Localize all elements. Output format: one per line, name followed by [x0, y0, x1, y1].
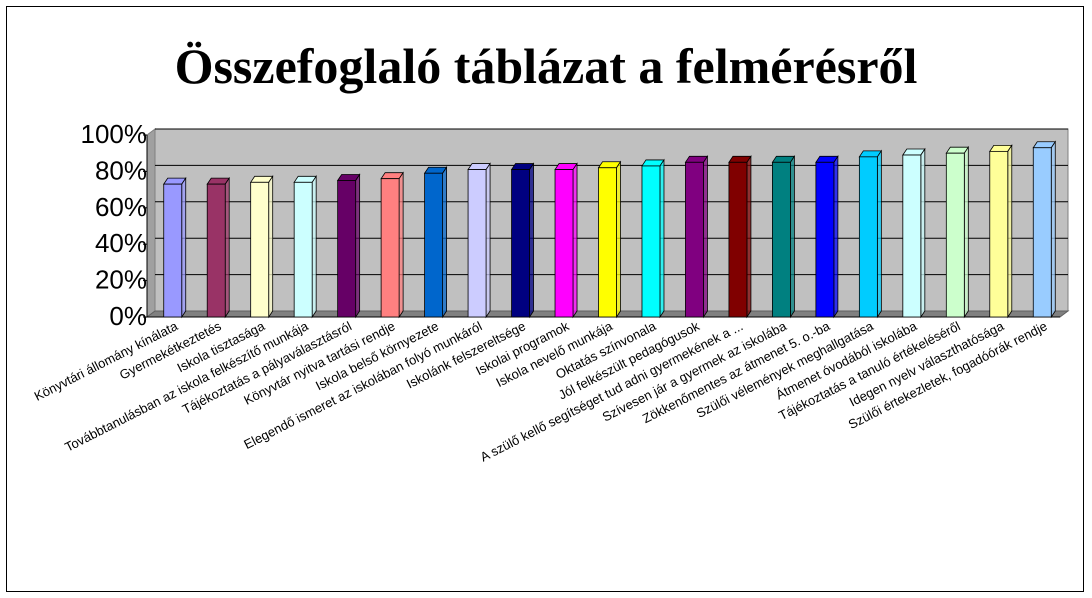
- bar: [250, 181, 270, 318]
- plot-side-wall: [146, 128, 156, 318]
- bar: [858, 156, 878, 318]
- bar-side: [746, 154, 752, 319]
- bar-side: [1007, 144, 1013, 319]
- bar-side: [833, 154, 839, 319]
- bar-side: [268, 174, 274, 319]
- bar-side: [659, 158, 665, 319]
- bar: [685, 161, 704, 318]
- bar: [337, 180, 357, 318]
- y-tick-label: 20%: [95, 265, 147, 295]
- bar-side: [876, 149, 882, 319]
- bar: [380, 178, 400, 318]
- bar: [206, 183, 226, 318]
- bar: [945, 152, 965, 318]
- bar-side: [963, 145, 969, 319]
- y-tick-label: 40%: [95, 228, 147, 258]
- bar-side: [616, 160, 621, 319]
- bar: [1032, 147, 1052, 318]
- bar: [728, 161, 748, 318]
- bar-side: [1050, 140, 1056, 319]
- bar: [815, 161, 835, 318]
- bar: [511, 169, 530, 318]
- bar: [902, 154, 922, 318]
- bar: [293, 181, 313, 318]
- chart-frame: [6, 6, 1084, 592]
- bar: [554, 169, 574, 318]
- bar-side: [398, 171, 404, 319]
- bar-side: [920, 147, 926, 319]
- bar: [467, 169, 487, 318]
- bar-side: [355, 173, 361, 319]
- bar: [424, 172, 443, 318]
- bar-side: [181, 176, 187, 319]
- bar-side: [529, 162, 534, 319]
- bar-side: [442, 165, 447, 319]
- y-tick-label: 60%: [95, 192, 147, 222]
- bar: [163, 183, 183, 318]
- bar: [989, 150, 1009, 318]
- bar-side: [703, 154, 708, 319]
- y-tick-label: 0%: [109, 301, 147, 331]
- bar: [598, 167, 617, 318]
- bar-side: [790, 154, 795, 319]
- bar: [772, 161, 791, 318]
- bar-side: [485, 162, 491, 319]
- bar-side: [224, 176, 230, 319]
- bar-side: [572, 162, 578, 319]
- bar: [641, 165, 661, 318]
- y-tick-label: 80%: [95, 155, 147, 185]
- bar-side: [311, 174, 317, 319]
- y-tick-label: 100%: [81, 119, 148, 149]
- chart-title: Összefoglaló táblázat a felmérésről: [174, 38, 918, 94]
